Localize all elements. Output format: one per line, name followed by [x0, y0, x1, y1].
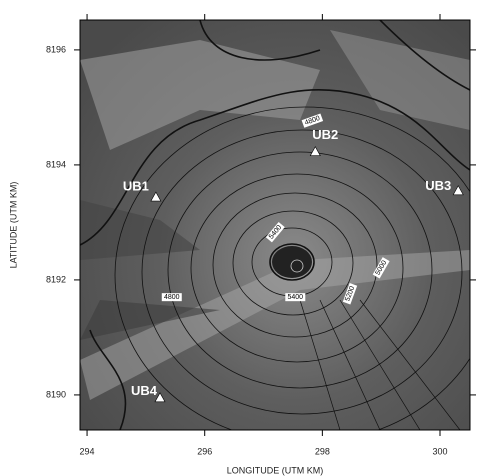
y-tick-label: 8192: [46, 274, 66, 284]
station-label: UB4: [131, 383, 158, 398]
y-tick-label: 8194: [46, 159, 66, 169]
station-label: UB2: [312, 127, 338, 142]
y-tick-label: 8196: [46, 44, 66, 54]
contour-label: 5400: [288, 294, 304, 301]
x-tick-label: 298: [315, 446, 330, 456]
x-axis-label: LONGITUDE (UTM KM): [227, 465, 324, 475]
x-tick-label: 296: [197, 446, 212, 456]
contour-label: 4800: [164, 294, 180, 301]
x-tick-label: 300: [432, 446, 447, 456]
map: LONGITUDE (UTM KM) LATITUDE (UTM KM) 294…: [0, 0, 480, 476]
station-label: UB1: [123, 179, 149, 194]
y-tick-label: 8190: [46, 389, 66, 399]
station-label: UB3: [425, 178, 451, 193]
x-tick-label: 294: [80, 446, 95, 456]
y-axis-label: LATITUDE (UTM KM): [8, 182, 18, 269]
